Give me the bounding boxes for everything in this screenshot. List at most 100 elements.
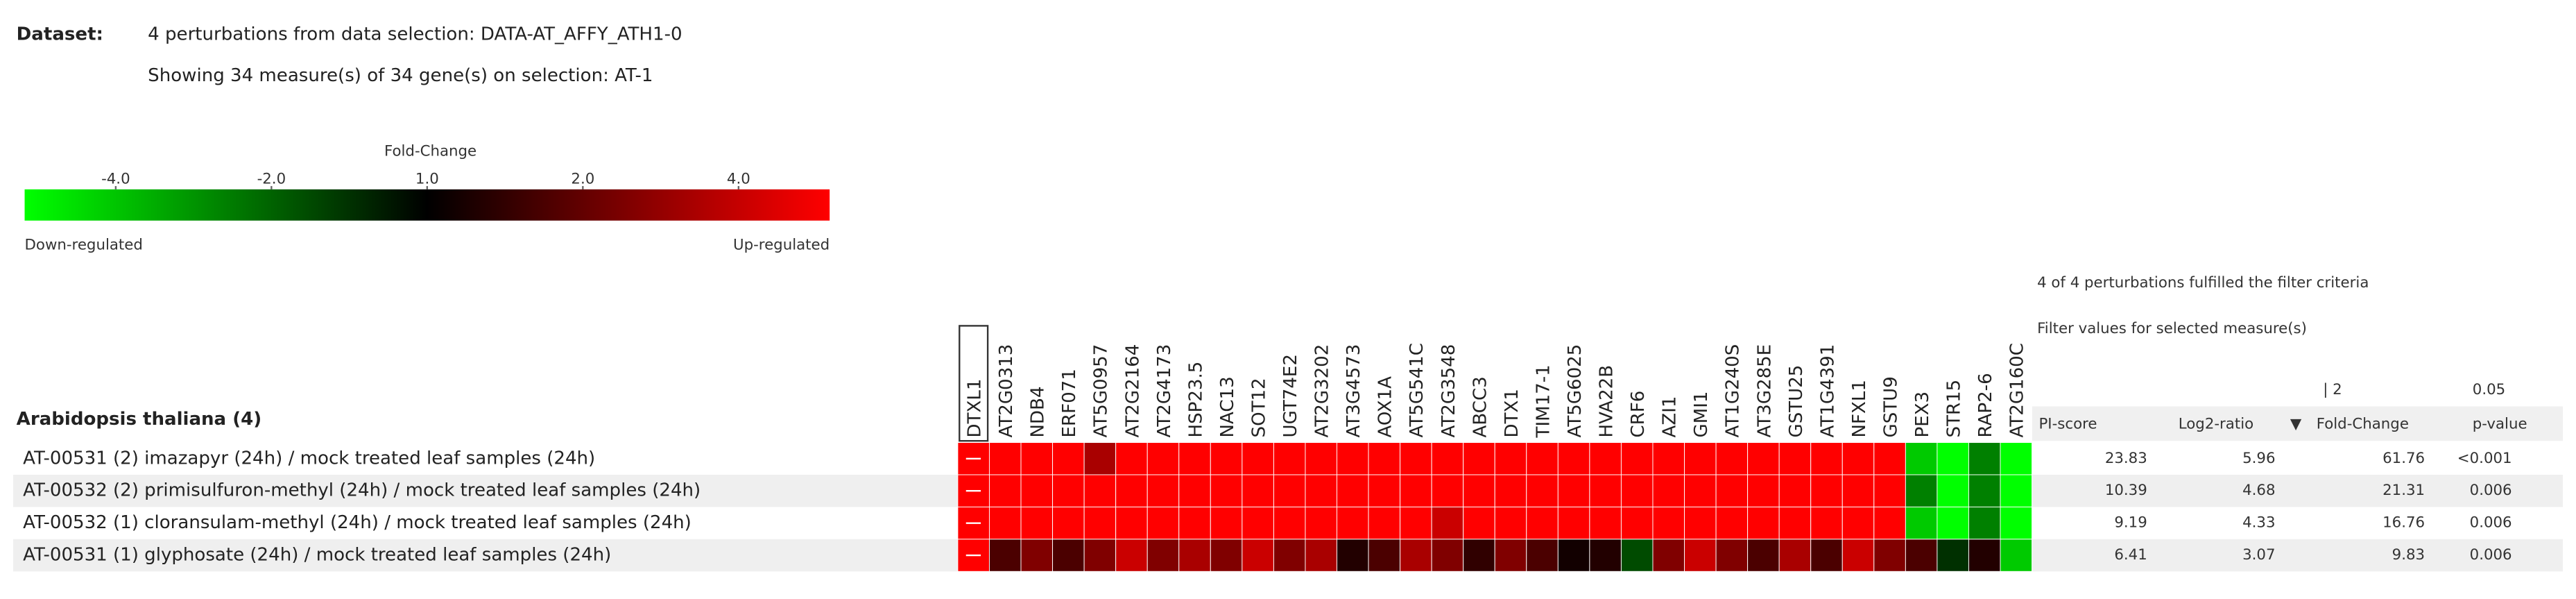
heatmap-cell xyxy=(1052,539,1085,572)
heatmap-cell xyxy=(1747,506,1780,540)
table-cell: 4.68 xyxy=(2242,482,2275,499)
gene-label: HSP23.5 xyxy=(1185,362,1206,438)
heatmap-cell xyxy=(1968,442,2001,475)
heatmap-cell xyxy=(1305,442,1337,475)
heatmap-cell xyxy=(1810,474,1843,507)
row-label: AT-00532 (2) primisulfuron-methyl (24h) … xyxy=(23,480,701,501)
heatmap-cell xyxy=(1968,506,2001,540)
heatmap-cell xyxy=(1937,474,1969,507)
heatmap-cell xyxy=(1115,506,1148,540)
column-header[interactable]: p-value xyxy=(2473,416,2527,433)
heatmap-cell xyxy=(1147,442,1180,475)
heatmap-cell xyxy=(1052,474,1085,507)
heatmap-cell xyxy=(1178,506,1211,540)
heatmap-cell xyxy=(1494,442,1527,475)
heatmap-cell xyxy=(1273,506,1306,540)
legend-tick-label: 1.0 xyxy=(415,171,439,188)
dataset-label: Dataset: xyxy=(17,24,103,45)
heatmap-cell xyxy=(1083,506,1117,540)
showing-text: Showing 34 measure(s) of 34 gene(s) on s… xyxy=(148,65,653,86)
heatmap-cell xyxy=(1242,539,1274,572)
heatmap-cell xyxy=(1778,442,1812,475)
heatmap-cell xyxy=(1052,506,1085,540)
sort-marker[interactable]: ▼ xyxy=(2290,416,2302,433)
heatmap-cell xyxy=(1652,442,1685,475)
heatmap-cell xyxy=(1337,474,1369,507)
heatmap-cell xyxy=(1431,506,1464,540)
gene-label: GSTU9 xyxy=(1880,376,1901,437)
heatmap-cell xyxy=(1052,442,1085,475)
gene-label: AT5G6025 xyxy=(1565,344,1586,438)
heatmap-cell xyxy=(2000,474,2033,507)
table-cell: 9.83 xyxy=(2392,546,2425,564)
gene-label: SOT12 xyxy=(1248,378,1269,437)
heatmap-cell xyxy=(1494,506,1527,540)
heatmap-cell xyxy=(1020,474,1054,507)
heatmap-cell xyxy=(1526,442,1559,475)
heatmap-cell xyxy=(1305,539,1337,572)
column-header[interactable]: PI-score xyxy=(2038,416,2097,433)
heatmap-cell xyxy=(1841,539,1875,572)
legend-tick-label: -2.0 xyxy=(257,171,286,188)
heatmap-cell xyxy=(1589,539,1622,572)
gene-label: AT2G160C xyxy=(2007,343,2028,437)
group-label: Arabidopsis thaliana (4) xyxy=(17,409,261,430)
gene-label: RAP2-6 xyxy=(1975,373,1996,437)
high-label: Up-regulated xyxy=(733,236,830,253)
column-header[interactable]: Log2-ratio xyxy=(2179,416,2253,433)
gene-label: AZI1 xyxy=(1660,396,1681,438)
heatmap-cell xyxy=(1905,442,1938,475)
gene-label: AT2G3548 xyxy=(1439,344,1459,438)
gene-label: PEX3 xyxy=(1912,391,1933,438)
table-cell: 0.006 xyxy=(2470,546,2512,564)
heatmap-cell xyxy=(1463,506,1495,540)
heatmap-cell xyxy=(1083,539,1117,572)
heatmap-cell xyxy=(988,506,1022,540)
heatmap-cell xyxy=(1178,442,1211,475)
status-text: 4 of 4 perturbations fulfilled the filte… xyxy=(2037,274,2369,292)
heatmap-cell xyxy=(1305,506,1337,540)
heatmap-cell xyxy=(1305,474,1337,507)
table-cell: 10.39 xyxy=(2105,482,2147,499)
heatmap-cell xyxy=(1557,506,1590,540)
gene-label: AT1G240S xyxy=(1723,344,1744,438)
heatmap-cell xyxy=(1905,506,1938,540)
heatmap-cell xyxy=(1937,442,1969,475)
heatmap-cell xyxy=(1273,539,1306,572)
heatmap-cell xyxy=(1178,474,1211,507)
heatmap-cell xyxy=(1557,474,1590,507)
heatmap-cell xyxy=(1400,539,1432,572)
heatmap-cell xyxy=(1557,539,1590,572)
gene-label: AT2G2164 xyxy=(1122,344,1143,438)
gene-label: NAC13 xyxy=(1217,376,1238,437)
heatmap-cell xyxy=(1873,539,1906,572)
heatmap-cell xyxy=(1526,474,1559,507)
heatmap-cell xyxy=(1147,474,1180,507)
gene-label: CRF6 xyxy=(1628,391,1649,438)
heatmap-cell xyxy=(1715,506,1749,540)
heatmap-cell xyxy=(1147,539,1180,572)
heatmap-cell xyxy=(1715,442,1749,475)
heatmap-cell xyxy=(1620,474,1654,507)
table-cell: 16.76 xyxy=(2382,514,2425,532)
gene-label: AT5G541C xyxy=(1407,343,1427,437)
table-cell: 21.31 xyxy=(2382,482,2425,499)
gene-label: AT3G4573 xyxy=(1343,344,1364,438)
heatmap-cell xyxy=(1242,474,1274,507)
table-cell: 5.96 xyxy=(2242,450,2275,467)
heatmap-cell xyxy=(1589,506,1622,540)
heatmap-cell xyxy=(1557,442,1590,475)
heatmap-cell xyxy=(1652,506,1685,540)
heatmap-cell xyxy=(1968,539,2001,572)
column-header[interactable]: Fold-Change xyxy=(2317,416,2409,433)
heatmap-cell xyxy=(1020,539,1054,572)
heatmap-cell xyxy=(1494,539,1527,572)
table-cell: 9.19 xyxy=(2114,514,2147,532)
heatmap-cell xyxy=(1905,539,1938,572)
table-cell: 4.33 xyxy=(2242,514,2275,532)
heatmap-cell xyxy=(1337,539,1369,572)
gene-label: DTX1 xyxy=(1502,389,1522,437)
filter-value: 0.05 xyxy=(2473,381,2505,398)
row-label: AT-00531 (1) glyphosate (24h) / mock tre… xyxy=(23,545,611,566)
gene-label: HVA22B xyxy=(1597,365,1617,438)
